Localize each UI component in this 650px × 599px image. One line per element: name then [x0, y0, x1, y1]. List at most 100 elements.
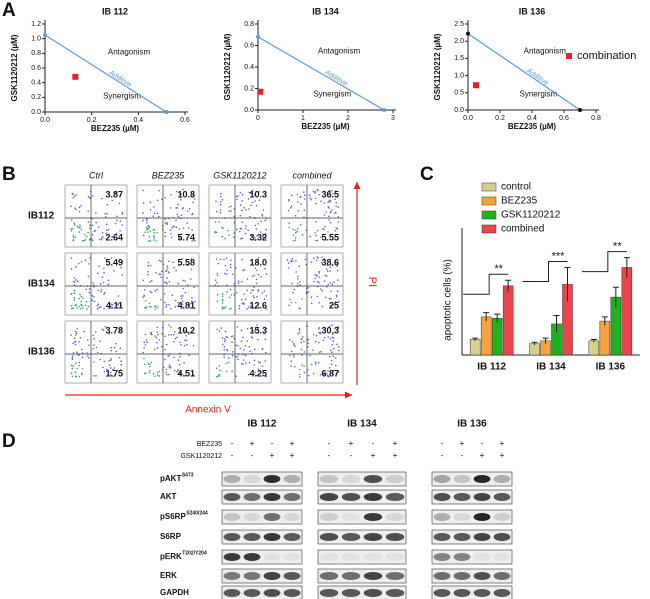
event-dot [168, 303, 170, 306]
event-dot [308, 194, 311, 197]
event-dot [95, 212, 97, 214]
event-dot [238, 304, 241, 307]
event-dot [180, 214, 183, 217]
event-dot [220, 192, 222, 195]
event-dot [256, 235, 258, 237]
treatment-sign: - [251, 451, 254, 460]
event-dot [91, 195, 94, 197]
legend-swatch [481, 196, 497, 206]
event-dot [144, 344, 147, 346]
event-dot [81, 239, 84, 242]
event-dot [242, 359, 245, 361]
event-dot [80, 304, 83, 307]
blot-strip [221, 585, 303, 599]
event-dot [219, 258, 222, 261]
event-dot [166, 265, 169, 267]
event-dot [263, 332, 265, 335]
event-dot [221, 293, 224, 295]
event-dot [156, 374, 159, 376]
event-dot [336, 269, 339, 272]
event-dot [156, 341, 158, 344]
event-dot [75, 304, 78, 307]
event-dot [233, 294, 235, 296]
event-dot [73, 284, 76, 286]
event-dot [165, 270, 167, 273]
event-dot [154, 290, 157, 292]
event-dot [95, 346, 98, 349]
event-dot [177, 203, 179, 206]
event-dot [110, 359, 112, 361]
event-dot [294, 214, 297, 217]
y-tick-label: 0.8 [31, 50, 41, 57]
band [341, 475, 361, 483]
event-dot [164, 235, 167, 238]
quadrant-value: 3.78 [105, 325, 123, 335]
event-dot [247, 198, 250, 200]
event-dot [248, 191, 251, 194]
event-dot [251, 306, 254, 308]
event-dot [327, 370, 329, 372]
event-dot [164, 222, 167, 224]
event-dot [328, 192, 331, 194]
band [363, 513, 383, 521]
event-dot [83, 330, 86, 333]
group-label: IB 134 [347, 419, 377, 430]
event-dot [241, 209, 243, 212]
event-dot [154, 335, 156, 337]
event-dot [289, 354, 291, 357]
event-dot [89, 256, 91, 259]
event-dot [331, 283, 334, 286]
event-dot [299, 284, 301, 287]
event-dot [223, 356, 225, 358]
event-dot [328, 189, 331, 192]
event-dot [328, 215, 330, 218]
event-dot [158, 339, 161, 341]
event-dot [149, 264, 152, 267]
event-dot [143, 347, 145, 349]
legend-label: BEZ235 [501, 196, 538, 207]
event-dot [218, 221, 220, 223]
event-dot [101, 276, 104, 278]
event-dot [186, 222, 189, 224]
event-dot [160, 276, 163, 279]
event-dot [164, 335, 166, 338]
protein-label: pERK [160, 552, 182, 561]
event-dot [329, 270, 332, 272]
event-dot [250, 204, 252, 207]
band [223, 475, 241, 483]
quadrant-value: 4.81 [177, 300, 195, 310]
event-dot [104, 213, 107, 215]
event-dot [319, 331, 322, 334]
x-tick-label: 0.8 [591, 115, 601, 122]
event-dot [290, 301, 293, 304]
event-dot [259, 231, 262, 233]
treatment-sign: + [270, 451, 275, 460]
event-dot [248, 361, 251, 364]
event-dot [337, 370, 340, 373]
event-dot [181, 303, 184, 305]
band [453, 533, 471, 541]
y-axis-label: apoptotic cells (%) [443, 259, 454, 341]
error-bar [553, 314, 560, 333]
quadrant-value: 3.32 [249, 232, 267, 242]
x-tick-label: 1 [301, 115, 305, 122]
event-dot [75, 194, 78, 196]
event-dot [255, 204, 258, 207]
band [243, 589, 261, 597]
event-dot [164, 231, 167, 234]
y-axis-label: GSK1120212 (µM) [433, 33, 442, 100]
band [283, 475, 301, 483]
event-dot [239, 230, 241, 233]
event-dot [216, 293, 219, 296]
event-dot [98, 265, 100, 268]
quadrant-value: 4.25 [249, 368, 267, 378]
event-dot [315, 234, 317, 237]
event-dot [100, 306, 102, 308]
event-dot [240, 228, 243, 230]
event-dot [316, 239, 319, 242]
event-dot [183, 344, 186, 347]
event-dot [246, 289, 248, 292]
event-dot [312, 333, 315, 336]
event-dot [317, 361, 320, 364]
quadrant-value: 6.87 [321, 368, 339, 378]
